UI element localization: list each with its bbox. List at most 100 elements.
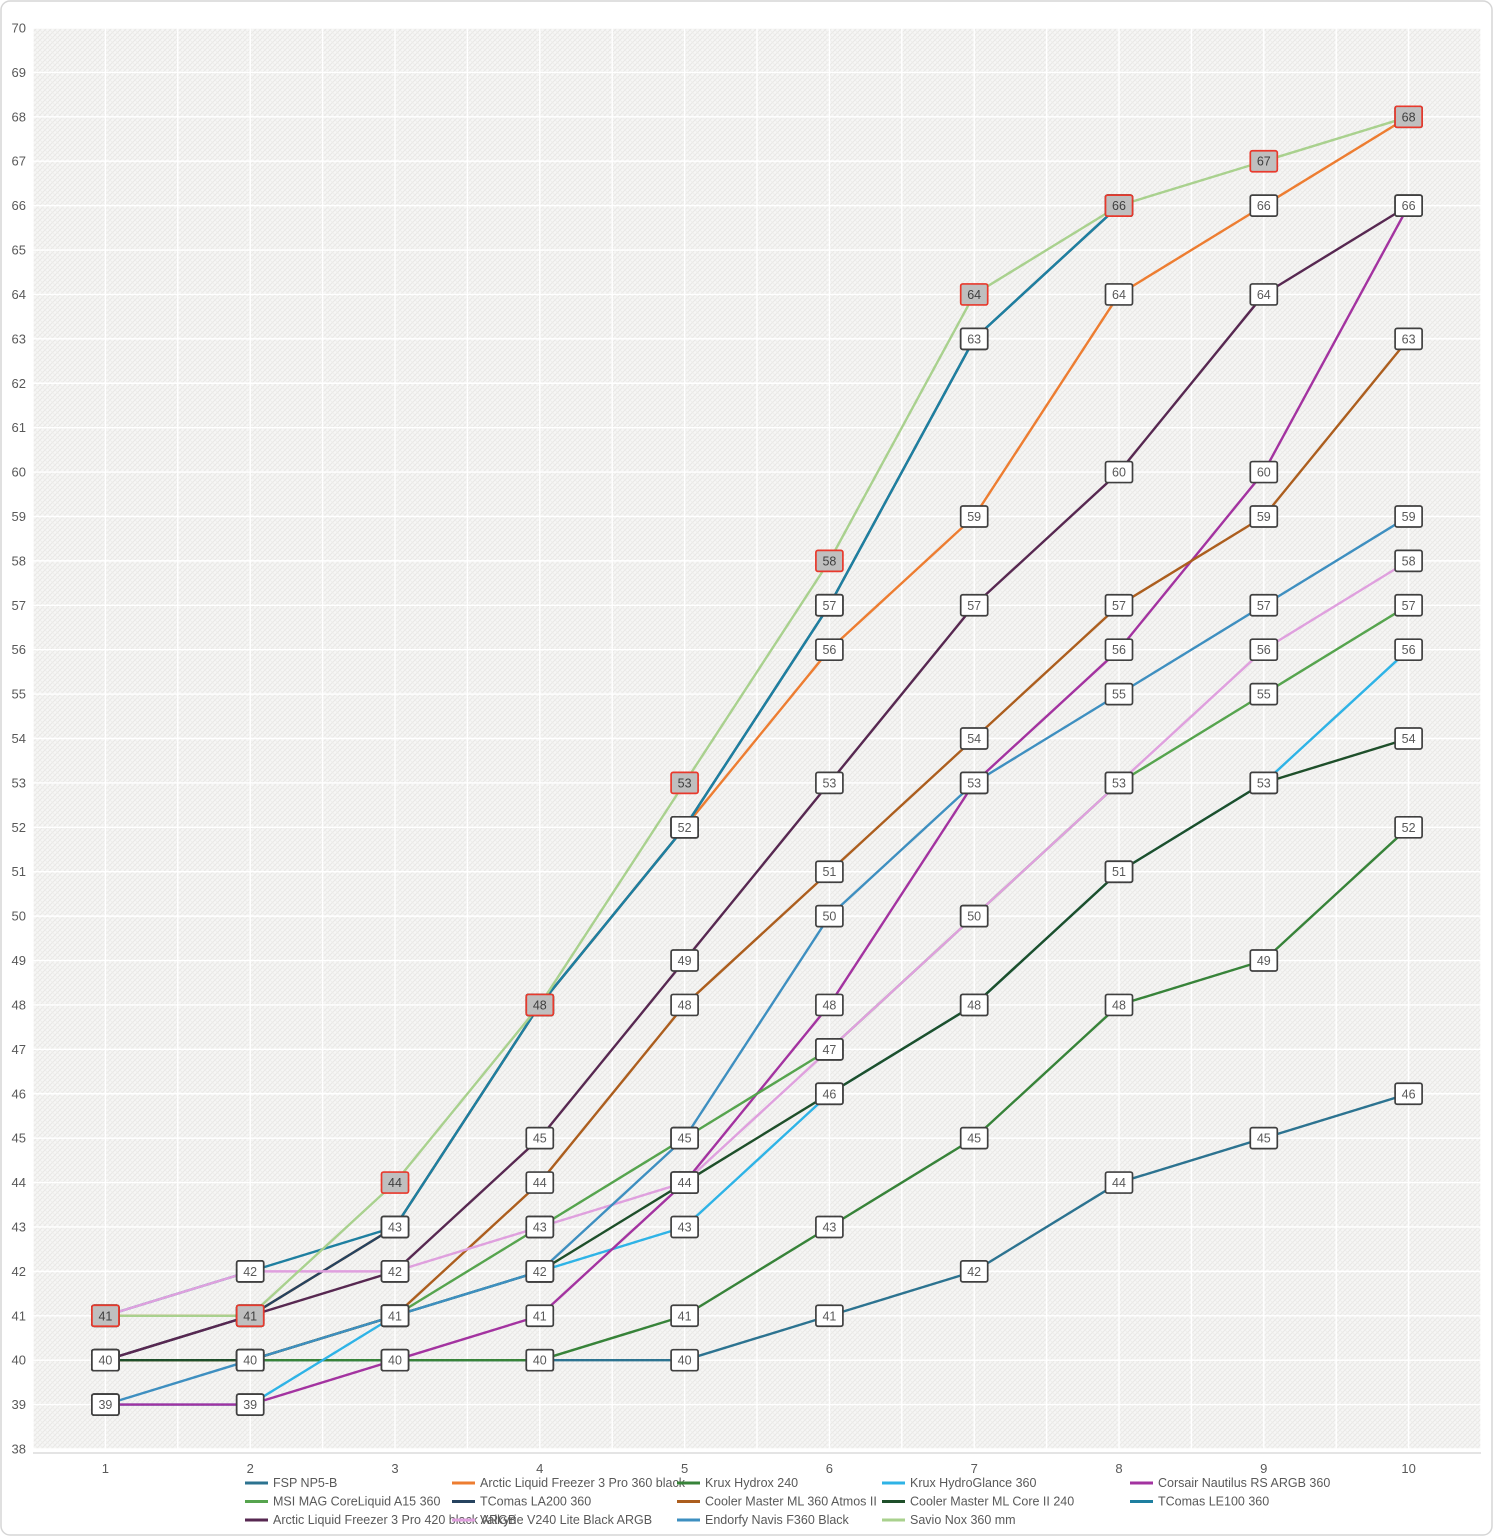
- legend-item-msi-mag-coreliquid-a15-360[interactable]: MSI MAG CoreLiquid A15 360: [245, 1495, 440, 1509]
- data-label[interactable]: 43: [380, 1215, 410, 1239]
- data-label[interactable]: 64: [1104, 283, 1134, 306]
- data-label[interactable]: 66: [1104, 194, 1134, 217]
- data-label[interactable]: 52: [1394, 815, 1423, 839]
- data-label[interactable]: 41: [670, 1304, 699, 1328]
- data-label[interactable]: 45: [525, 1126, 555, 1150]
- data-label[interactable]: 58: [1394, 549, 1423, 573]
- data-label[interactable]: 53: [1104, 771, 1134, 795]
- data-label[interactable]: 40: [525, 1348, 555, 1372]
- data-label[interactable]: 67: [1249, 149, 1279, 173]
- data-label[interactable]: 63: [959, 327, 989, 351]
- legend-item-tcomas-le100-360[interactable]: TComas LE100 360: [1130, 1495, 1269, 1509]
- data-label[interactable]: 45: [1249, 1126, 1279, 1150]
- data-label[interactable]: 58: [815, 549, 844, 573]
- data-label[interactable]: 39: [235, 1393, 265, 1416]
- series-line-arctic-liquid-freezer-3-pro-420-black-argb[interactable]: [104, 204, 1410, 1362]
- data-label[interactable]: 57: [1104, 593, 1134, 617]
- data-label[interactable]: 56: [1249, 638, 1279, 662]
- legend-item-endorfy-navis-f360-black[interactable]: Endorfy Navis F360 Black: [677, 1513, 850, 1527]
- legend-item-tcomas-la200-360[interactable]: TComas LA200 360: [452, 1495, 591, 1509]
- data-label[interactable]: 45: [670, 1126, 699, 1150]
- data-label[interactable]: 46: [1394, 1082, 1423, 1106]
- data-label[interactable]: 54: [959, 727, 989, 750]
- legend-item-valkyrie-v240-lite-black-argb[interactable]: Valkyrie V240 Lite Black ARGB: [452, 1513, 652, 1527]
- data-label[interactable]: 49: [1249, 949, 1279, 972]
- legend-item-cooler-master-ml-360-atmos-ii[interactable]: Cooler Master ML 360 Atmos II: [677, 1495, 877, 1509]
- data-label[interactable]: 53: [670, 771, 699, 795]
- data-label[interactable]: 48: [815, 993, 844, 1017]
- series-line-tcomas-le100-360[interactable]: [104, 204, 1121, 1317]
- data-label[interactable]: 59: [1394, 505, 1423, 528]
- legend-item-arctic-liquid-freezer-3-pro-360-black[interactable]: Arctic Liquid Freezer 3 Pro 360 black: [452, 1476, 686, 1490]
- data-label[interactable]: 47: [815, 1037, 844, 1061]
- series-line-endorfy-navis-f360-black[interactable]: [104, 515, 1410, 1406]
- data-label[interactable]: 54: [1394, 727, 1423, 750]
- legend-item-krux-hydrox-240[interactable]: Krux Hydrox 240: [677, 1476, 798, 1490]
- data-label[interactable]: 48: [959, 993, 989, 1017]
- data-label[interactable]: 56: [815, 638, 844, 662]
- data-label[interactable]: 49: [670, 949, 699, 972]
- data-label[interactable]: 59: [1249, 505, 1279, 528]
- data-label[interactable]: 43: [525, 1215, 555, 1239]
- svg-text:54: 54: [967, 732, 981, 746]
- data-label[interactable]: 43: [670, 1215, 699, 1239]
- legend-item-cooler-master-ml-core-ii-240[interactable]: Cooler Master ML Core II 240: [882, 1495, 1074, 1509]
- data-label[interactable]: 55: [1104, 682, 1134, 706]
- data-label[interactable]: 41: [235, 1304, 265, 1328]
- data-label[interactable]: 39: [91, 1393, 120, 1416]
- data-label[interactable]: 40: [91, 1348, 120, 1372]
- data-label[interactable]: 42: [525, 1260, 555, 1283]
- data-label[interactable]: 59: [959, 505, 989, 528]
- legend-item-corsair-nautilus-rs-argb-360[interactable]: Corsair Nautilus RS ARGB 360: [1130, 1476, 1330, 1490]
- data-label[interactable]: 60: [1249, 460, 1279, 484]
- data-label[interactable]: 40: [380, 1348, 410, 1372]
- series-line-valkyrie-v240-lite-black-argb[interactable]: [104, 559, 1410, 1317]
- data-label[interactable]: 48: [525, 993, 555, 1017]
- data-label[interactable]: 64: [959, 283, 989, 306]
- data-label[interactable]: 48: [670, 993, 699, 1017]
- data-label[interactable]: 53: [959, 771, 989, 795]
- data-label[interactable]: 44: [525, 1171, 555, 1194]
- data-label[interactable]: 64: [1249, 283, 1279, 306]
- data-label[interactable]: 42: [235, 1260, 265, 1283]
- legend-item-savio-nox-360-mm[interactable]: Savio Nox 360 mm: [882, 1513, 1016, 1527]
- data-label[interactable]: 53: [1249, 771, 1279, 795]
- data-label[interactable]: 57: [959, 593, 989, 617]
- data-label[interactable]: 50: [959, 904, 989, 928]
- data-label[interactable]: 40: [670, 1348, 699, 1372]
- data-label[interactable]: 66: [1394, 194, 1423, 217]
- data-label[interactable]: 51: [815, 860, 844, 884]
- data-label[interactable]: 60: [1104, 460, 1134, 484]
- data-label[interactable]: 46: [815, 1082, 844, 1106]
- data-label[interactable]: 40: [235, 1348, 265, 1372]
- legend-item-fsp-np5-b[interactable]: FSP NP5-B: [245, 1476, 337, 1490]
- data-label[interactable]: 41: [815, 1304, 844, 1328]
- data-label[interactable]: 44: [380, 1171, 410, 1194]
- data-label[interactable]: 42: [959, 1260, 989, 1283]
- series-line-savio-nox-360-mm[interactable]: [104, 115, 1410, 1317]
- data-label[interactable]: 42: [380, 1260, 410, 1283]
- data-label[interactable]: 51: [1104, 860, 1134, 884]
- legend-item-krux-hydroglance-360[interactable]: Krux HydroGlance 360: [882, 1476, 1037, 1490]
- data-label[interactable]: 56: [1104, 638, 1134, 662]
- data-label[interactable]: 48: [1104, 993, 1134, 1017]
- data-label[interactable]: 52: [670, 815, 699, 839]
- data-label[interactable]: 50: [815, 904, 844, 928]
- data-label[interactable]: 68: [1394, 105, 1423, 129]
- data-label[interactable]: 55: [1249, 682, 1279, 706]
- data-label[interactable]: 57: [815, 593, 844, 617]
- data-label[interactable]: 44: [670, 1171, 699, 1194]
- data-label[interactable]: 41: [525, 1304, 555, 1328]
- data-label[interactable]: 57: [1249, 593, 1279, 617]
- data-label[interactable]: 56: [1394, 638, 1423, 662]
- data-label[interactable]: 66: [1249, 194, 1279, 217]
- data-label[interactable]: 45: [959, 1126, 989, 1150]
- legend-item-arctic-liquid-freezer-3-pro-420-black-argb[interactable]: Arctic Liquid Freezer 3 Pro 420 black AR…: [245, 1513, 516, 1527]
- data-label[interactable]: 41: [91, 1304, 120, 1328]
- data-label[interactable]: 63: [1394, 327, 1423, 351]
- data-label[interactable]: 57: [1394, 593, 1423, 617]
- data-label[interactable]: 41: [380, 1304, 410, 1328]
- data-label[interactable]: 53: [815, 771, 844, 795]
- data-label[interactable]: 43: [815, 1215, 844, 1239]
- data-label[interactable]: 44: [1104, 1171, 1134, 1194]
